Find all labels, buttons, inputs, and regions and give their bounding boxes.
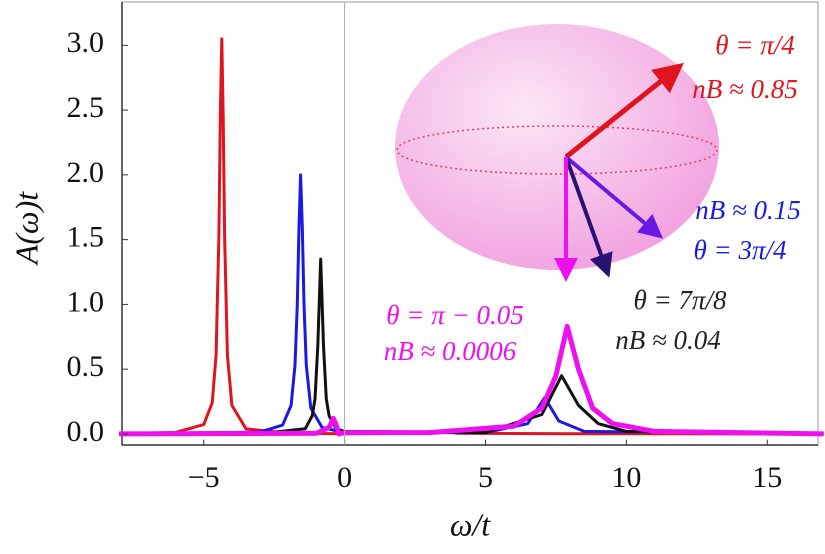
annotation: θ = 7π/8 xyxy=(633,285,727,315)
line-series xyxy=(119,257,824,436)
annotation: θ = 3π/4 xyxy=(693,235,786,265)
annotation: nB ≈ 0.04 xyxy=(615,325,721,355)
y-tick-label: 2.0 xyxy=(67,156,105,189)
annotation: nB ≈ 0.85 xyxy=(692,74,798,104)
y-tick-label: 0.0 xyxy=(67,415,105,448)
y-tick-label: 1.5 xyxy=(67,221,105,254)
y-tick-label: 1.0 xyxy=(67,285,105,318)
annotation: θ = π/4 xyxy=(715,30,795,60)
x-tick-label: 10 xyxy=(611,461,641,494)
x-axis-title: ω/t xyxy=(450,506,491,542)
annotation: nB ≈ 0.15 xyxy=(695,195,801,225)
annotation: θ = π − 0.05 xyxy=(386,300,523,330)
arrow xyxy=(564,156,613,278)
x-tick-label: 5 xyxy=(478,461,493,494)
x-tick-label: −5 xyxy=(188,461,220,494)
sphere xyxy=(395,24,719,270)
y-tick-label: 2.5 xyxy=(67,91,105,124)
y-axis-title: A(ω)t xyxy=(8,191,44,266)
bloch-sphere xyxy=(395,24,719,282)
annotation: nB ≈ 0.0006 xyxy=(384,336,517,366)
y-tick-label: 0.5 xyxy=(67,350,105,383)
line-series xyxy=(119,323,824,437)
arrow xyxy=(564,62,684,159)
y-tick-label: 3.0 xyxy=(67,26,105,59)
equator xyxy=(396,125,718,175)
arrow xyxy=(564,155,664,239)
x-tick-label: 0 xyxy=(337,461,352,494)
x-tick-label: 15 xyxy=(752,461,782,494)
